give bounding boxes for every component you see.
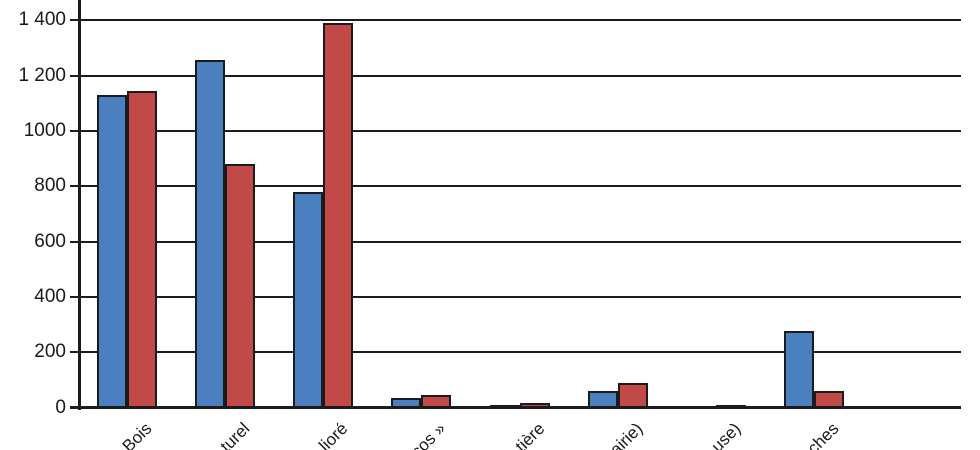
gridline: [70, 295, 961, 298]
bar-red: [617, 382, 648, 408]
bar-red: [519, 403, 550, 408]
bar-blue: [293, 191, 324, 408]
x-axis-label: airie): [605, 419, 647, 450]
bar-blue: [489, 405, 520, 410]
bar-red: [715, 405, 746, 410]
x-axis-label: ches: [803, 419, 843, 450]
gridline: [70, 185, 961, 188]
x-axis-label: turel: [216, 419, 254, 450]
y-axis-label: 200: [34, 341, 66, 363]
y-axis-label: 800: [34, 175, 66, 197]
gridline: [70, 74, 961, 77]
x-axis-label: lioré: [315, 419, 352, 450]
bar-blue: [97, 95, 128, 408]
x-axis-label: use): [707, 419, 745, 450]
bar-blue: [391, 397, 422, 408]
y-axis-label: 1 400: [18, 9, 66, 31]
bar-blue: [587, 390, 618, 408]
gridline: [70, 351, 961, 354]
x-axis-label: Bois: [118, 419, 156, 450]
bar-blue: [783, 331, 814, 408]
y-axis-label: 400: [34, 285, 66, 307]
y-axis-label: 1 200: [18, 64, 66, 86]
gridline: [70, 240, 961, 243]
bar-red: [323, 23, 354, 408]
bar-blue: [195, 60, 226, 408]
gridline: [70, 19, 961, 22]
gridline: [70, 130, 961, 132]
y-axis-label: 0: [55, 396, 66, 418]
x-axis-label: cos »: [407, 419, 450, 450]
bar-red: [813, 390, 844, 408]
y-axis-label: 600: [34, 230, 66, 252]
y-axis-label: 1000: [23, 120, 66, 141]
bar-red: [421, 395, 452, 408]
y-axis-line: [78, 0, 81, 410]
x-axis-label: tière: [511, 419, 548, 450]
bar-red: [127, 90, 158, 408]
bar-red: [225, 164, 256, 408]
